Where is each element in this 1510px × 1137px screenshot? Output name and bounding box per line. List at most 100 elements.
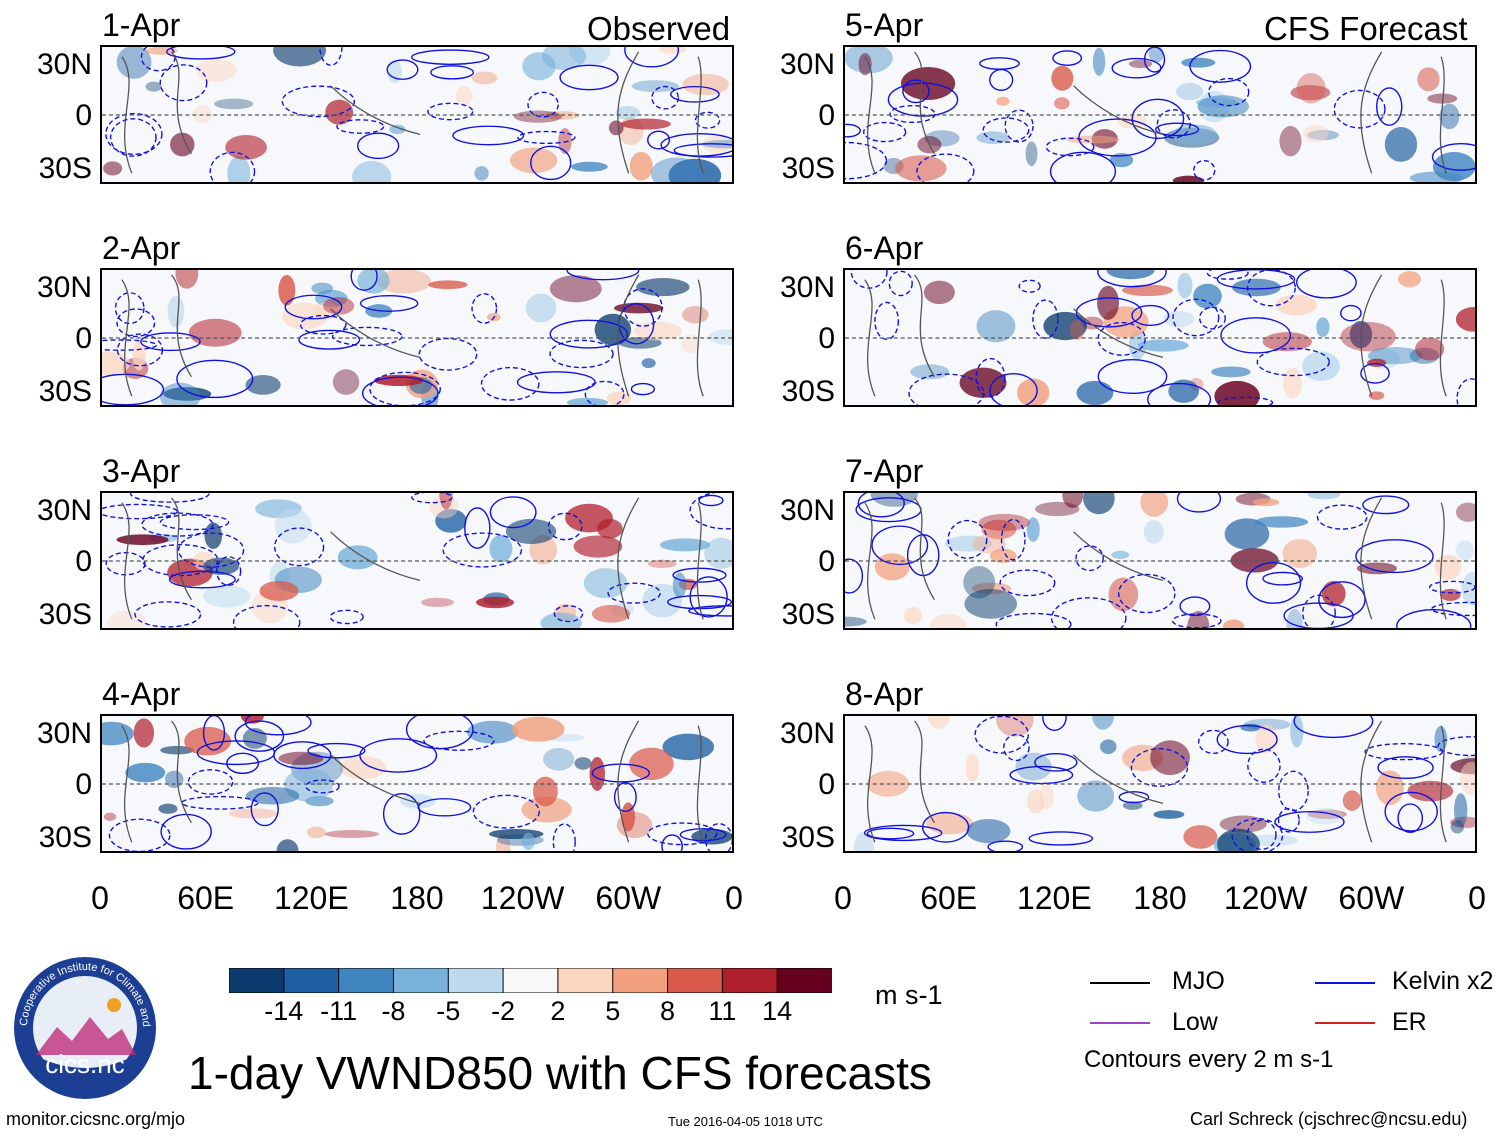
kelvin-contour xyxy=(559,64,619,91)
lat-tick-label: 30N xyxy=(36,48,92,81)
lon-tick-label: 60E xyxy=(177,880,235,916)
shaded-anomaly xyxy=(1290,716,1304,748)
shaded-anomaly xyxy=(102,721,134,746)
shaded-anomaly xyxy=(1432,151,1475,182)
kelvin-contour xyxy=(336,119,385,134)
shaded-anomaly xyxy=(204,522,223,550)
lat-tick-label: 30N xyxy=(779,271,835,304)
shaded-anomaly xyxy=(1368,391,1385,400)
lon-tick-label: 0 xyxy=(91,880,109,916)
shaded-anomaly xyxy=(1397,271,1422,288)
colorbar-units: m s-1 xyxy=(875,980,943,1010)
shaded-anomaly xyxy=(972,534,1006,554)
kelvin-contour xyxy=(651,85,680,110)
shaded-anomaly xyxy=(1175,82,1204,101)
shaded-anomaly xyxy=(549,275,602,303)
kelvin-contour xyxy=(1231,817,1284,851)
shaded-anomaly xyxy=(1026,517,1040,542)
kelvin-contour xyxy=(1003,733,1030,762)
shaded-anomaly xyxy=(659,538,711,552)
kelvin-contour xyxy=(102,503,178,520)
panel-date-label: 3-Apr xyxy=(102,453,181,489)
kelvin-contour xyxy=(862,121,907,143)
shaded-anomaly xyxy=(1092,47,1106,76)
shaded-anomaly xyxy=(629,747,674,781)
shaded-anomaly xyxy=(1077,780,1115,812)
colorbar-swatch xyxy=(447,967,505,994)
map-field xyxy=(102,47,732,182)
kelvin-contour xyxy=(423,730,495,751)
lat-tick-label: 0 xyxy=(75,545,92,578)
shaded-anomaly xyxy=(1252,498,1280,507)
shaded-anomaly xyxy=(966,818,1011,844)
shaded-anomaly xyxy=(467,720,519,744)
shaded-anomaly xyxy=(510,147,558,174)
shaded-anomaly xyxy=(170,132,195,157)
kelvin-contour xyxy=(607,582,661,604)
map-panel xyxy=(843,45,1477,184)
shaded-anomaly xyxy=(629,151,653,181)
shaded-anomaly xyxy=(895,155,947,182)
shaded-anomaly xyxy=(1122,801,1143,810)
shaded-anomaly xyxy=(159,382,201,405)
shaded-anomaly xyxy=(1092,716,1114,730)
kelvin-contour xyxy=(1355,539,1434,574)
kelvin-contour xyxy=(1050,597,1127,628)
kelvin-contour xyxy=(1042,716,1067,731)
kelvin-contour xyxy=(1318,581,1366,619)
shaded-anomaly xyxy=(708,328,732,345)
lat-tick-label: 30S xyxy=(38,375,92,408)
observed-column-title: Observed xyxy=(587,10,731,47)
kelvin-contour xyxy=(673,143,732,158)
shaded-anomaly xyxy=(1043,311,1088,341)
shaded-anomaly xyxy=(1232,278,1281,297)
shaded-anomaly xyxy=(352,161,392,182)
shaded-anomaly xyxy=(647,559,677,568)
kelvin-contour xyxy=(216,556,242,587)
kelvin-contour xyxy=(857,493,905,518)
shaded-anomaly xyxy=(175,270,199,289)
kelvin-contour xyxy=(979,57,1020,70)
kelvin-contour xyxy=(1246,819,1277,851)
kelvin-contour xyxy=(159,64,208,102)
shaded-anomaly xyxy=(339,756,387,780)
legend-mjo-label: MJO xyxy=(1172,967,1225,995)
kelvin-contour xyxy=(177,532,245,568)
kelvin-contour xyxy=(1362,495,1410,515)
shaded-anomaly xyxy=(981,519,1017,540)
legend-low-line xyxy=(1090,1022,1150,1024)
shaded-anomaly xyxy=(964,589,1018,619)
kelvin-contour xyxy=(1118,791,1150,804)
kelvin-contour xyxy=(647,822,718,846)
shaded-anomaly xyxy=(996,716,1034,737)
shaded-anomaly xyxy=(574,757,592,770)
colorbar-swatch xyxy=(667,967,724,994)
shaded-anomaly xyxy=(107,610,147,628)
lat-tick-label: 30S xyxy=(38,152,92,185)
shaded-anomaly xyxy=(614,302,664,314)
kelvin-contour xyxy=(1384,791,1438,832)
shaded-anomaly xyxy=(471,71,498,85)
shaded-anomaly xyxy=(474,166,489,181)
kelvin-contour xyxy=(1360,362,1390,384)
kelvin-contour xyxy=(209,151,256,182)
shaded-anomaly xyxy=(240,716,264,724)
panel-date-label: 2-Apr xyxy=(102,230,181,266)
legend-mjo-line xyxy=(1090,982,1150,984)
shaded-anomaly xyxy=(1025,141,1038,167)
kelvin-contour xyxy=(1247,748,1281,783)
kelvin-contour xyxy=(672,567,727,583)
shaded-anomaly xyxy=(1461,572,1475,606)
kelvin-contour xyxy=(105,551,146,576)
kelvin-contour xyxy=(902,79,930,104)
shaded-anomaly xyxy=(1262,332,1312,352)
kelvin-contour xyxy=(166,47,236,60)
lat-tick-label: 0 xyxy=(818,99,835,132)
shaded-anomaly xyxy=(927,716,950,729)
kelvin-contour xyxy=(1131,304,1170,327)
kelvin-contour xyxy=(1245,561,1302,604)
kelvin-contour xyxy=(1155,122,1200,137)
kelvin-contour xyxy=(552,823,576,851)
shaded-anomaly xyxy=(1083,493,1115,515)
map-field xyxy=(102,716,732,851)
